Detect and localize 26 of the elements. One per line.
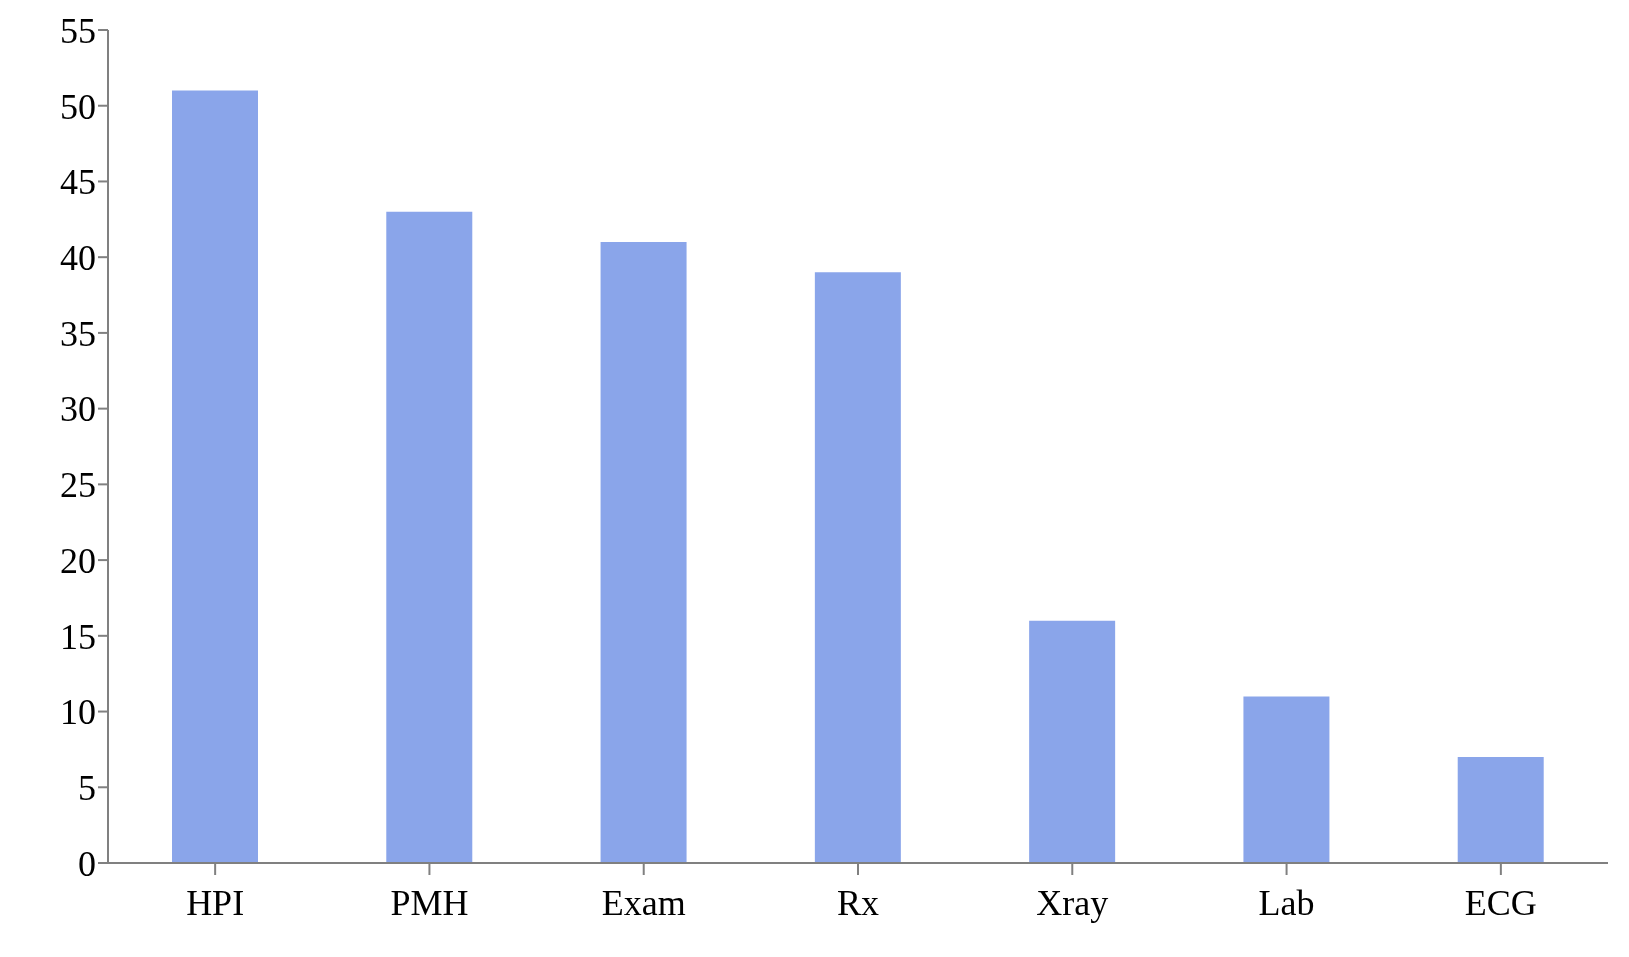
x-tick-label: ECG — [1464, 882, 1537, 923]
bar — [814, 272, 901, 863]
x-tick-label: PMH — [390, 882, 469, 923]
y-tick-label: 20 — [60, 540, 96, 581]
y-tick-label: 25 — [60, 465, 96, 506]
bar — [1243, 696, 1330, 863]
bar — [1457, 756, 1544, 863]
bar — [1029, 620, 1116, 863]
y-tick-label: 5 — [78, 768, 96, 809]
y-tick-label: 50 — [60, 86, 96, 127]
y-tick-label: 15 — [60, 616, 96, 657]
y-tick-label: 40 — [60, 237, 96, 278]
y-tick-label: 35 — [60, 313, 96, 354]
x-tick-label: HPI — [186, 882, 245, 923]
y-tick-label: 10 — [60, 692, 96, 733]
x-tick-label: Exam — [601, 882, 686, 923]
x-tick-label: Rx — [836, 882, 880, 923]
bar — [386, 211, 473, 863]
y-tick-label: 30 — [60, 389, 96, 430]
y-tick-label: 0 — [78, 843, 96, 884]
x-tick-label: Lab — [1258, 882, 1315, 923]
bar — [600, 242, 687, 863]
y-tick-label: 45 — [60, 162, 96, 203]
bar — [172, 90, 258, 863]
x-tick-label: Xray — [1036, 882, 1109, 923]
y-tick-label: 55 — [60, 10, 96, 51]
